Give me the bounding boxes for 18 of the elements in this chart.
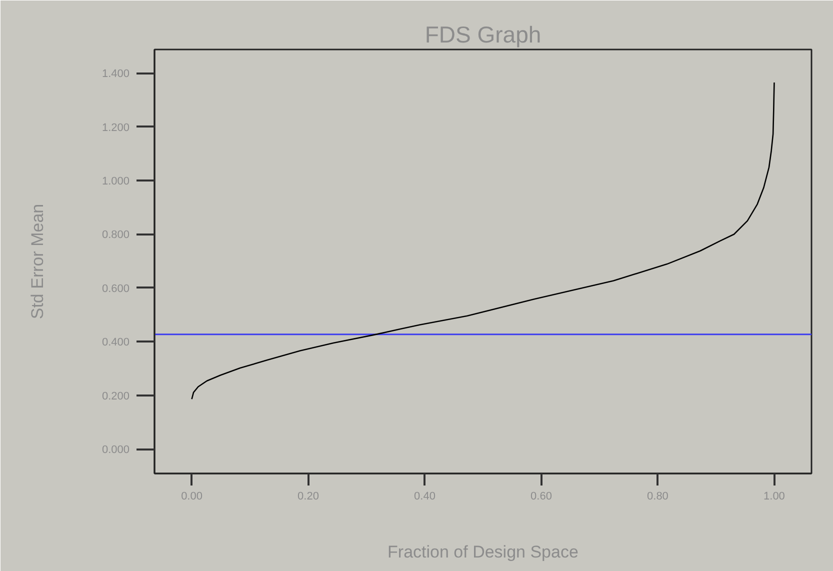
x-tick-label: 0.20: [298, 490, 319, 502]
y-tick-label: 0.600: [102, 282, 130, 295]
x-tick-label: 1.00: [764, 490, 785, 502]
y-tick-label: 0.200: [102, 390, 130, 402]
y-axis-title: Std Error Mean: [28, 204, 47, 320]
y-tick-label: 1.400: [102, 68, 130, 80]
y-tick-label: 1.000: [102, 176, 130, 188]
y-tick-label: 1.200: [102, 122, 130, 134]
y-tick-label: 0.800: [102, 229, 130, 242]
line-series: [191, 82, 775, 400]
x-tick-label: 0.60: [530, 490, 552, 502]
x-tick-label: 0.00: [181, 490, 202, 502]
x-tick-label: 0.80: [647, 490, 668, 502]
x-tick-label: 0.40: [414, 490, 436, 502]
y-tick-label: 0.400: [102, 336, 130, 349]
x-axis-title: Fraction of Design Space: [388, 542, 578, 562]
chart-title: FDS Graph: [424, 22, 542, 48]
y-tick-label: 0.000: [102, 444, 130, 456]
